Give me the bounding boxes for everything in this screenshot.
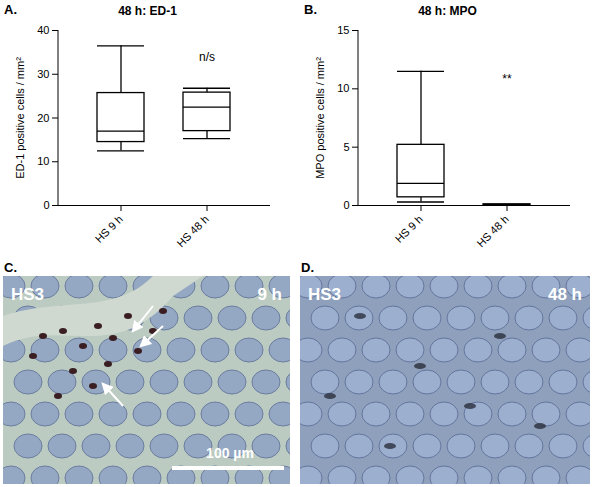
svg-text:HS 48 h: HS 48 h <box>174 213 211 250</box>
svg-text:5: 5 <box>343 141 349 153</box>
svg-text:ED-1 positive cells / mm²: ED-1 positive cells / mm² <box>14 57 26 179</box>
html-text:B.: B. <box>304 2 317 17</box>
html-text:D.: D. <box>301 260 314 275</box>
svg-text:HS 9 h: HS 9 h <box>393 213 425 245</box>
svg-text:**: ** <box>502 72 512 86</box>
svg-text:n/s: n/s <box>199 50 215 64</box>
html-text:48 h: ED-1: 48 h: ED-1 <box>118 4 177 18</box>
svg-text:10: 10 <box>37 155 49 167</box>
svg-text:20: 20 <box>37 112 49 124</box>
svg-text:HS 9 h: HS 9 h <box>93 213 125 245</box>
html-text:C.: C. <box>4 260 17 275</box>
html-text:A.: A. <box>4 2 17 17</box>
svg-text:15: 15 <box>337 24 349 36</box>
svg-text:9 h: 9 h <box>257 285 282 304</box>
svg-text:0: 0 <box>43 199 49 211</box>
html-text:48 h: MPO: 48 h: MPO <box>418 4 477 18</box>
svg-text:100 µm: 100 µm <box>206 445 254 461</box>
svg-text:30: 30 <box>37 68 49 80</box>
svg-text:40: 40 <box>37 24 49 36</box>
svg-text:48 h: 48 h <box>548 285 582 304</box>
svg-text:0: 0 <box>343 199 349 211</box>
svg-text:HS 48 h: HS 48 h <box>474 213 511 250</box>
svg-text:MPO positive cells / mm²: MPO positive cells / mm² <box>314 57 326 179</box>
svg-text:10: 10 <box>337 82 349 94</box>
svg-text:HS3: HS3 <box>11 285 44 304</box>
svg-text:HS3: HS3 <box>308 285 341 304</box>
